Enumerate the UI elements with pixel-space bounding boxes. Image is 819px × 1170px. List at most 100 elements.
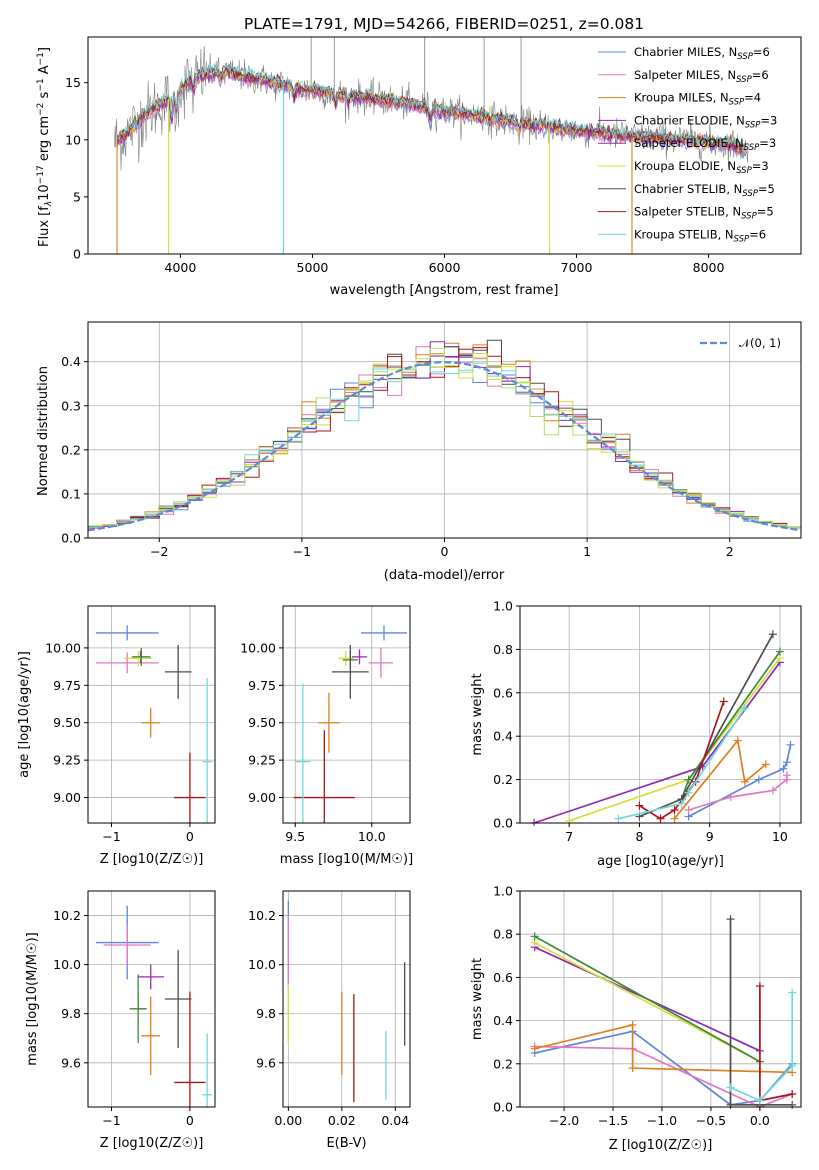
age_vs_Z-ytick-label: 10.00 xyxy=(45,640,81,655)
mass_vs_ebv-ytick-label: 9.8 xyxy=(256,1006,276,1021)
weight_vs_Z-ytick-label: 0.0 xyxy=(493,1100,513,1115)
legend-count: =6 xyxy=(753,45,770,59)
spectrum-xtick-label: 6000 xyxy=(429,260,461,275)
spectrum-legend-label: Salpeter STELIB, NSSP=5 xyxy=(634,205,774,222)
spectrum-xtick-label: 5000 xyxy=(297,260,329,275)
spectrum-xtick-label: 8000 xyxy=(693,260,725,275)
age_vs_mass-xtick-label: 9.5 xyxy=(285,829,305,844)
spectrum-ytick-label: 5 xyxy=(73,189,81,204)
mass-vs-ebv-panel: 0.00 0.02 0.04 9.6 9.8 10.0 10.2 E(B-V) xyxy=(248,890,411,1151)
age_vs_mass-points xyxy=(293,625,407,823)
age_vs_Z-ytick-label: 9.50 xyxy=(53,715,81,730)
weight_vs_age-ylabel: mass weight xyxy=(470,673,485,755)
age-vs-mass-panel: 9.5 10.0 9.00 9.25 9.50 9.75 10.00 mass [log10(… xyxy=(240,605,413,867)
residuals-ytick-label: 0.0 xyxy=(61,531,81,546)
spectrum-legend-label: Kroupa STELIB, NSSP=6 xyxy=(634,227,766,244)
legend-count: =6 xyxy=(749,227,766,241)
spectrum-legend-label: Chabrier ELODIE, NSSP=3 xyxy=(634,113,777,130)
spectrum-ylabel: Flux [fλ10−17 erg cm−2 s−1 A−1] xyxy=(36,47,54,247)
weight_vs_age-frame xyxy=(519,605,802,824)
weight_vs_age-ytick-label: 0.0 xyxy=(493,816,513,831)
age_vs_mass-ytick-label: 10.00 xyxy=(240,640,276,655)
legend-name: Kroupa STELIB, N xyxy=(634,227,734,241)
mass_vs_ebv-xtick-label: 0.04 xyxy=(381,1113,409,1128)
mass_vs_Z-ytick-label: 10.0 xyxy=(53,957,81,972)
mass-vs-z-panel: −1 0 9.6 9.8 10.0 10.2 Z [log10(Z/Z☉)] mass [lo… xyxy=(25,890,216,1151)
weight_vs_age-xtick-label: 9 xyxy=(706,829,714,844)
weight_vs_Z-series-line xyxy=(534,935,761,1063)
spectrum-panel: PLATE=1791, MJD=54266, FIBERID=0251, z=0… xyxy=(36,15,802,298)
legend-name: Chabrier ELODIE, N xyxy=(634,113,745,127)
spectrum-model-line xyxy=(116,66,746,152)
age_vs_mass-xtick-label: 10.0 xyxy=(358,829,386,844)
weight_vs_Z-series-line xyxy=(534,1023,793,1074)
residuals-ytick-label: 0.4 xyxy=(61,354,81,369)
mass_vs_Z-points xyxy=(95,905,212,1107)
residuals-ytick-label: 0.3 xyxy=(61,398,81,413)
age_vs_Z-ylabel: age [log10(age/yr)] xyxy=(17,651,32,778)
legend-sub: SSP xyxy=(737,52,753,62)
age_vs_Z-xtick-label: 0 xyxy=(186,829,194,844)
mass_vs_ebv-xtick-label: 0.00 xyxy=(274,1113,302,1128)
age_vs_Z-ytick-label: 9.25 xyxy=(53,753,81,768)
spectrum-legend-label: Kroupa MILES, NSSP=4 xyxy=(634,91,761,108)
mass_vs_Z-xtick-label: −1 xyxy=(102,1113,120,1128)
gaussian-legend-label: 𝒩(0, 1) xyxy=(739,336,781,350)
spectrum-legend-label: Salpeter ELODIE, NSSP=3 xyxy=(634,136,776,153)
mass_vs_Z-frame xyxy=(87,890,216,1108)
spectrum-legend-label: Chabrier MILES, NSSP=6 xyxy=(634,45,770,62)
weight_vs_Z-ytick-label: 0.8 xyxy=(493,927,513,942)
residuals-xlabel: (data-model)/error xyxy=(384,568,505,583)
mass_vs_ebv-ytick-label: 9.6 xyxy=(256,1055,276,1070)
age_vs_Z-xlabel: Z [log10(Z/Z☉)] xyxy=(100,852,204,867)
residuals-xtick-label: −1 xyxy=(293,544,311,559)
weight_vs_Z-xtick-label: −2.0 xyxy=(549,1113,579,1128)
legend-count: =3 xyxy=(759,136,776,150)
legend-sub: SSP xyxy=(742,189,758,199)
gaussian-curve xyxy=(88,361,801,532)
legend-count: =3 xyxy=(760,113,777,127)
weight_vs_Z-ytick-label: 0.2 xyxy=(493,1056,513,1071)
age_vs_mass-ytick-label: 9.75 xyxy=(248,678,276,693)
spectrum-xtick-label: 4000 xyxy=(165,260,197,275)
legend-sub: SSP xyxy=(745,120,761,130)
weight_vs_age-xlabel: age [log10(age/yr)] xyxy=(597,854,724,869)
weight_vs_Z-xtick-label: −1.5 xyxy=(598,1113,628,1128)
age_vs_Z-ytick-label: 9.75 xyxy=(53,678,81,693)
spectrum-legend-label: Salpeter MILES, NSSP=6 xyxy=(634,68,769,85)
residuals-panel: −2 −1 0 1 2 0.0 0.1 0.2 0.3 0.4 (data-model)/erro… xyxy=(36,321,802,583)
spectrum-model-line xyxy=(116,61,746,152)
weight-vs-age-panel: 7 8 9 10 0.0 0.2 0.4 0.6 0.8 1.0 age [log10(age/yr… xyxy=(470,599,802,869)
weight-vs-z-panel: −2.0 −1.5 −1.0 −0.5 0.0 0.0 0.2 0.4 0.6 0.8 1.0 Z [… xyxy=(470,884,802,1153)
age-vs-z-panel: −1 0 9.00 9.25 9.50 9.75 10.00 Z [log10(Z/Z☉)] a… xyxy=(17,605,216,867)
spectrum-xlabel: wavelength [Angstrom, rest frame] xyxy=(330,283,559,298)
spectrum-title: PLATE=1791, MJD=54266, FIBERID=0251, z=0… xyxy=(244,15,644,33)
spectrum-legend: Chabrier MILES, NSSP=6 Salpeter MILES, NS… xyxy=(598,45,777,244)
residuals-plot-area xyxy=(88,322,801,539)
weight_vs_Z-xtick-label: −0.5 xyxy=(696,1113,726,1128)
weight_vs_age-ytick-label: 0.2 xyxy=(493,772,513,787)
weight_vs_Z-ytick-label: 0.6 xyxy=(493,970,513,985)
weight_vs_age-xtick-label: 7 xyxy=(565,829,573,844)
residuals-legend: 𝒩(0, 1) xyxy=(700,336,781,350)
mass_vs_ebv-xlabel: E(B-V) xyxy=(326,1136,366,1151)
weight_vs_Z-series-line xyxy=(534,1045,793,1108)
weight_vs_age-ytick-label: 0.8 xyxy=(493,642,513,657)
mass_vs_Z-ytick-label: 10.2 xyxy=(53,908,81,923)
legend-name: Salpeter ELODIE, N xyxy=(634,136,744,150)
legend-sub: SSP xyxy=(744,143,760,153)
weight_vs_Z-lines xyxy=(530,915,797,1110)
spectrum-xtick-label: 7000 xyxy=(561,260,593,275)
legend-count: =5 xyxy=(757,205,774,219)
legend-count: =3 xyxy=(752,159,769,173)
legend-sub: SSP xyxy=(734,234,750,244)
weight_vs_Z-xtick-label: −1.0 xyxy=(647,1113,677,1128)
legend-name: Kroupa ELODIE, N xyxy=(634,159,736,173)
weight_vs_Z-ylabel: mass weight xyxy=(470,958,485,1040)
mass_vs_Z-xlabel: Z [log10(Z/Z☉)] xyxy=(100,1136,204,1151)
legend-sub: SSP xyxy=(736,75,752,85)
age_vs_mass-ytick-label: 9.00 xyxy=(248,790,276,805)
spectrum-lines xyxy=(114,37,749,254)
age_vs_mass-frame xyxy=(282,605,411,824)
